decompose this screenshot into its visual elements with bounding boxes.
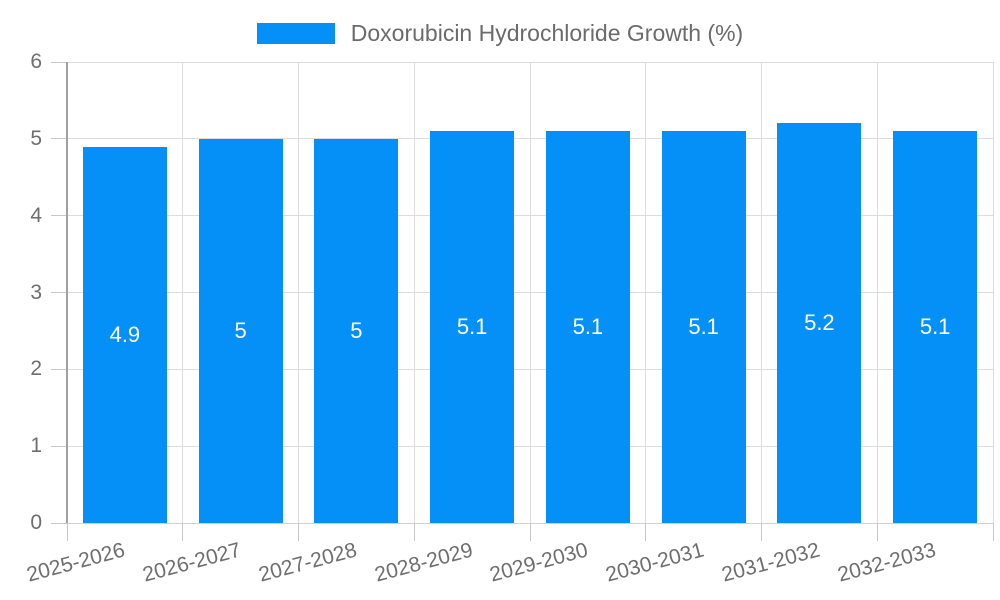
vertical-gridline (529, 62, 531, 523)
y-axis-tick (51, 368, 67, 370)
x-tick-label: 2032-2033 (835, 538, 938, 587)
x-tick-label: 2025-2026 (24, 538, 128, 587)
bar[interactable] (82, 146, 167, 523)
y-tick-label: 1 (30, 434, 42, 458)
y-tick-label: 2 (30, 357, 42, 381)
bar-value-label: 5 (234, 317, 247, 343)
y-axis-tick (51, 445, 67, 447)
legend-swatch (256, 22, 335, 44)
x-axis-tick (645, 523, 647, 541)
x-tick-label: 2030-2031 (603, 538, 707, 587)
vertical-gridline (645, 62, 647, 523)
y-axis-tick (51, 292, 67, 293)
bar[interactable] (545, 131, 630, 523)
bar[interactable] (314, 138, 399, 523)
y-tick-label: 5 (30, 126, 42, 150)
bar-value-label: 5.1 (456, 314, 488, 340)
vertical-gridline (876, 62, 878, 523)
x-axis-tick (66, 523, 68, 541)
y-tick-label: 6 (30, 50, 42, 73)
legend-label: Doxorubicin Hydrochloride Growth (%) (350, 20, 744, 46)
bar-value-label: 5.2 (804, 310, 835, 336)
bar-value-label: 4.9 (109, 321, 141, 347)
bar[interactable] (661, 131, 746, 523)
bar-value-label: 5 (350, 317, 363, 343)
vertical-gridline (992, 62, 994, 523)
x-axis-tick (992, 523, 994, 541)
x-axis-tick (876, 523, 878, 541)
x-axis-tick (298, 523, 299, 541)
bar-value-label: 5.1 (919, 314, 951, 340)
bar[interactable] (893, 131, 978, 523)
x-axis-tick (413, 523, 415, 541)
y-axis-tick (51, 138, 67, 140)
y-tick-label: 0 (30, 511, 42, 534)
x-axis-tick (182, 523, 184, 541)
vertical-gridline (761, 62, 762, 523)
y-axis-tick (51, 61, 67, 63)
bar-value-label: 5.1 (688, 314, 719, 340)
bar[interactable] (777, 123, 862, 523)
vertical-gridline (182, 62, 184, 523)
bar-value-label: 5.1 (572, 314, 604, 340)
bar[interactable] (430, 131, 515, 523)
bar[interactable] (198, 138, 283, 523)
y-axis-tick (51, 522, 67, 524)
x-tick-label: 2026-2027 (140, 538, 244, 587)
x-axis-tick (529, 523, 531, 541)
y-axis-line (66, 62, 68, 523)
y-axis-tick (51, 215, 67, 217)
x-tick-label: 2029-2030 (487, 538, 591, 587)
x-tick-label: 2031-2032 (719, 538, 823, 587)
x-tick-label: 2028-2029 (372, 538, 475, 587)
y-tick-label: 3 (30, 280, 42, 304)
vertical-gridline (413, 62, 415, 523)
vertical-gridline (298, 62, 299, 523)
x-axis-tick (761, 523, 762, 541)
x-tick-label: 2027-2028 (256, 538, 360, 587)
y-tick-label: 4 (30, 203, 42, 227)
chart-legend-item[interactable]: Doxorubicin Hydrochloride Growth (%) (0, 20, 1000, 46)
